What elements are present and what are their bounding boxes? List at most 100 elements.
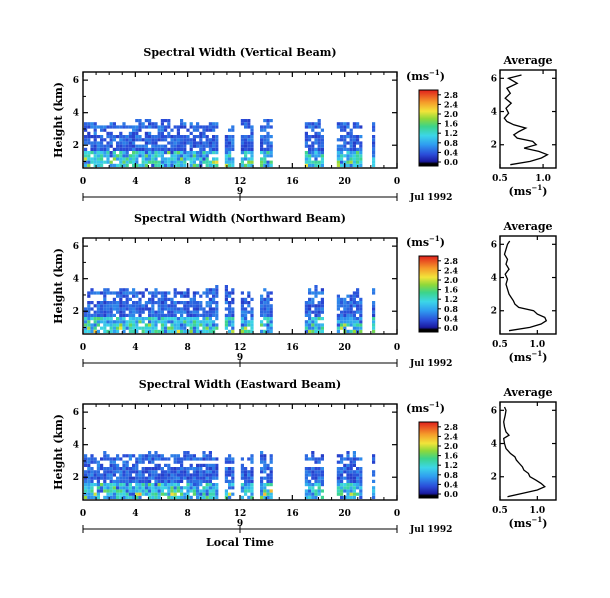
heatmap-cell (116, 495, 120, 499)
heatmap-cell (154, 310, 158, 314)
heatmap-cell (189, 479, 193, 483)
heatmap-cell (320, 454, 324, 458)
heatmap-cell (183, 457, 187, 461)
heatmap-cell (196, 486, 200, 490)
heatmap-cell (176, 151, 180, 155)
heatmap-cell (189, 329, 193, 333)
heatmap-cell (125, 486, 129, 490)
heatmap-cell (356, 141, 360, 145)
heatmap-cell (231, 301, 235, 305)
heatmap-cell (183, 307, 187, 311)
heatmap-cell (208, 467, 212, 471)
heatmap-cell (132, 147, 136, 151)
heatmap-cell (266, 160, 270, 164)
heatmap-cell (317, 147, 321, 151)
heatmap-cell (269, 320, 273, 324)
heatmap-cell (106, 476, 110, 480)
x-tick-label: 8 (185, 509, 191, 519)
heatmap-cell (119, 291, 123, 295)
heatmap-cell (359, 483, 363, 487)
heatmap-cell (372, 141, 376, 145)
heatmap-cell (205, 163, 209, 167)
heatmap-cell (173, 492, 177, 496)
heatmap-cell (154, 163, 158, 167)
heatmap-cell (157, 457, 161, 461)
heatmap-cell (170, 141, 174, 145)
heatmap-cell (84, 470, 88, 474)
heatmap-cell (132, 163, 136, 167)
avg-y-tick-label: 2 (491, 473, 497, 483)
heatmap-cell (109, 317, 113, 321)
heatmap-cell (346, 157, 350, 161)
heatmap-cell (244, 138, 248, 142)
heatmap-cell (151, 326, 155, 330)
heatmap-cell (336, 125, 340, 129)
heatmap-cell (199, 301, 203, 305)
heatmap-cell (116, 492, 120, 496)
heatmap-cell (224, 147, 228, 151)
heatmap-cell (199, 479, 203, 483)
heatmap-cell (311, 122, 315, 126)
heatmap-cell (215, 304, 219, 308)
heatmap-cell (352, 492, 356, 496)
heatmap-cell (244, 144, 248, 148)
heatmap-cell (352, 489, 356, 493)
heatmap-cell (352, 495, 356, 499)
heatmap-cell (186, 291, 190, 295)
heatmap-cell (346, 294, 350, 298)
heatmap-cell (231, 291, 235, 295)
heatmap-cell (103, 147, 107, 151)
heatmap-cell (135, 310, 139, 314)
heatmap-cell (109, 463, 113, 467)
heatmap-cell (103, 326, 107, 330)
heatmap-cell (141, 457, 145, 461)
heatmap-cell (119, 157, 123, 161)
heatmap-cell (103, 486, 107, 490)
heatmap-cell (314, 323, 318, 327)
colorbar: (ms−1) 0.00.40.81.21.62.02.42.8 (406, 234, 458, 333)
heatmap-cell (346, 323, 350, 327)
heatmap-cell (186, 323, 190, 327)
heatmap-cell (132, 141, 136, 145)
heatmap-cell (106, 495, 110, 499)
heatmap-cell (90, 479, 94, 483)
heatmap-cell (356, 160, 360, 164)
heatmap-cell (164, 119, 168, 123)
heatmap-cell (205, 470, 209, 474)
heatmap-cell (122, 291, 126, 295)
heatmap-cell (266, 483, 270, 487)
heatmap-cell (119, 323, 123, 327)
heatmap-cell (260, 147, 264, 151)
heatmap-cell (352, 323, 356, 327)
heatmap-cell (304, 151, 308, 155)
heatmap-cell (317, 329, 321, 333)
heatmap-cell (128, 457, 132, 461)
heatmap-cell (269, 307, 273, 311)
heatmap-cell (346, 467, 350, 471)
heatmap-cell (167, 467, 171, 471)
heatmap-cell (208, 128, 212, 132)
heatmap-cell (212, 310, 216, 314)
heatmap-cell (128, 154, 132, 158)
heatmap-cell (212, 470, 216, 474)
avg-x-tick-label: 0.5 (492, 506, 508, 516)
heatmap-cell (148, 476, 152, 480)
heatmap-cell (132, 128, 136, 132)
heatmap-cell (231, 457, 235, 461)
heatmap-cell (317, 489, 321, 493)
heatmap-cell (160, 467, 164, 471)
heatmap-cell (132, 291, 136, 295)
heatmap-cell (148, 317, 152, 321)
heatmap-cell (340, 304, 344, 308)
heatmap-cell (308, 135, 312, 139)
heatmap-cell (100, 473, 104, 477)
heatmap-cell (186, 135, 190, 139)
heatmap-cell (122, 492, 126, 496)
colorbar-tick-label: 0.4 (444, 147, 458, 157)
heatmap-cell (100, 301, 104, 305)
heatmap-cell (215, 323, 219, 327)
heatmap-cell (208, 160, 212, 164)
heatmap-cell (317, 125, 321, 129)
heatmap-cell (151, 486, 155, 490)
heatmap-cell (103, 288, 107, 292)
